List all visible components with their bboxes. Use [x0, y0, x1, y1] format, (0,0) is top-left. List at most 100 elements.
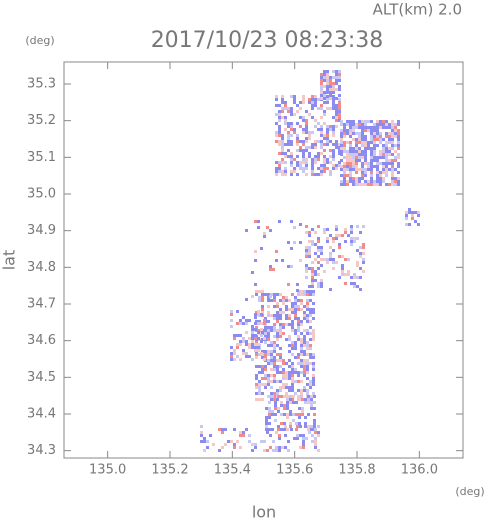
echo-cell — [269, 268, 272, 271]
echo-cell — [260, 322, 263, 325]
echo-cell — [308, 240, 311, 243]
echo-cell — [291, 341, 294, 344]
echo-cell — [305, 276, 308, 279]
echo-cell — [309, 395, 312, 398]
echo-cell — [317, 128, 320, 131]
echo-cell — [304, 398, 307, 401]
echo-cell — [361, 165, 364, 168]
echo-cell — [394, 168, 397, 171]
echo-cell — [264, 383, 267, 386]
echo-cell — [267, 344, 270, 347]
echo-cell — [266, 226, 269, 229]
echo-cell — [261, 338, 264, 341]
echo-cell — [332, 70, 335, 73]
echo-cell — [326, 95, 329, 98]
echo-cell — [343, 183, 346, 186]
echo-cell — [335, 125, 338, 128]
echo-cell — [300, 344, 303, 347]
echo-cell — [276, 359, 279, 362]
echo-cell — [323, 143, 326, 146]
echo-cell — [355, 165, 358, 168]
echo-cell — [275, 122, 278, 125]
echo-cell — [385, 147, 388, 150]
echo-cell — [245, 343, 248, 346]
echo-cell — [287, 283, 290, 286]
echo-cell — [309, 326, 312, 329]
echo-cell — [388, 162, 391, 165]
echo-cell — [267, 326, 270, 329]
echo-cell — [329, 97, 332, 100]
echo-cell — [242, 352, 245, 355]
echo-cell — [314, 431, 317, 434]
echo-cell — [349, 120, 352, 123]
x-axis-label: lon — [252, 503, 276, 522]
echo-cell — [287, 241, 290, 244]
echo-cell — [326, 158, 329, 161]
echo-cell — [268, 401, 271, 404]
echo-cell — [305, 246, 308, 249]
echo-cell — [273, 398, 276, 401]
echo-cell — [294, 332, 297, 335]
echo-cell — [278, 167, 281, 170]
echo-cell — [305, 225, 308, 228]
echo-cell — [297, 323, 300, 326]
echo-cell — [350, 237, 353, 240]
echo-cell — [364, 183, 367, 186]
echo-cell — [270, 329, 273, 332]
echo-cell — [405, 217, 408, 220]
echo-cell — [317, 122, 320, 125]
echo-cell — [284, 161, 287, 164]
echo-cell — [343, 156, 346, 159]
echo-cell — [255, 383, 258, 386]
echo-cell — [300, 338, 303, 341]
echo-cell — [367, 162, 370, 165]
echo-cell — [317, 282, 320, 285]
echo-cell — [230, 440, 233, 443]
echo-cell — [311, 282, 314, 285]
echo-cell — [303, 374, 306, 377]
echo-cell — [343, 171, 346, 174]
echo-cell — [335, 167, 338, 170]
echo-cell — [340, 123, 343, 126]
echo-cell — [312, 317, 315, 320]
echo-cell — [335, 119, 338, 122]
echo-cell — [303, 350, 306, 353]
echo-cell — [279, 386, 282, 389]
echo-cell — [308, 285, 311, 288]
echo-cell — [282, 326, 285, 329]
echo-cell — [326, 76, 329, 79]
echo-cell — [267, 380, 270, 383]
echo-cell — [376, 135, 379, 138]
echo-cell — [236, 343, 239, 346]
echo-cell — [236, 310, 239, 313]
echo-cell — [302, 152, 305, 155]
echo-cell — [370, 126, 373, 129]
echo-cell — [349, 144, 352, 147]
echo-cell — [278, 119, 281, 122]
echo-cell — [296, 155, 299, 158]
echo-cell — [279, 389, 282, 392]
echo-cell — [312, 383, 315, 386]
echo-cell — [312, 332, 315, 335]
echo-cell — [230, 325, 233, 328]
echo-cell — [290, 134, 293, 137]
echo-cell — [287, 440, 290, 443]
echo-cell — [275, 259, 278, 262]
echo-cell — [276, 335, 279, 338]
echo-cell — [305, 173, 308, 176]
echo-cell — [277, 425, 280, 428]
echo-cell — [364, 153, 367, 156]
echo-cell — [300, 308, 303, 311]
echo-cell — [343, 144, 346, 147]
echo-cell — [346, 180, 349, 183]
echo-cell — [317, 173, 320, 176]
echo-cell — [268, 407, 271, 410]
echo-cell — [358, 120, 361, 123]
echo-cell — [278, 134, 281, 137]
echo-cell — [251, 334, 254, 337]
echo-cell — [248, 346, 251, 349]
echo-cell — [257, 220, 260, 223]
echo-cell — [294, 311, 297, 314]
echo-cell — [362, 261, 365, 264]
echo-cell — [308, 146, 311, 149]
